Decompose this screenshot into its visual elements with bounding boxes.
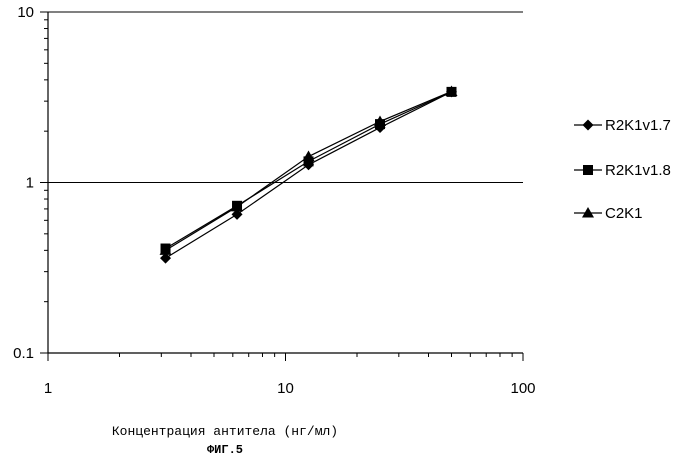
y-tick-label: 1	[26, 175, 34, 192]
axes	[40, 12, 523, 361]
tick-labels: 10 1 0.1 1 10 100	[13, 4, 535, 397]
legend: R2K1v1.7 R2K1v1.8 C2K1	[574, 117, 671, 222]
legend-item: R2K1v1.8	[574, 162, 671, 179]
y-tick-label: 10	[17, 4, 34, 21]
figure-label: ФИГ.5	[0, 443, 450, 457]
series-group	[160, 85, 458, 263]
legend-label: R2K1v1.8	[605, 162, 671, 179]
x-axis-label: Концентрация антитела (нг/мл)	[0, 424, 450, 439]
series-line	[166, 91, 452, 250]
x-tick-label: 1	[44, 380, 52, 397]
legend-item: R2K1v1.7	[574, 117, 671, 134]
x-tick-label: 10	[277, 380, 294, 397]
grid-lines	[48, 12, 523, 183]
x-tick-label: 100	[510, 380, 535, 397]
series-R2K1v1.7	[160, 86, 457, 263]
legend-label: R2K1v1.7	[605, 117, 671, 134]
y-tick-label: 0.1	[13, 345, 34, 362]
legend-label: C2K1	[605, 205, 643, 222]
legend-marker	[582, 207, 594, 218]
legend-marker	[583, 120, 594, 131]
legend-marker	[583, 165, 593, 175]
legend-item: C2K1	[574, 205, 643, 222]
series-line	[166, 92, 452, 258]
data-point	[303, 151, 315, 162]
